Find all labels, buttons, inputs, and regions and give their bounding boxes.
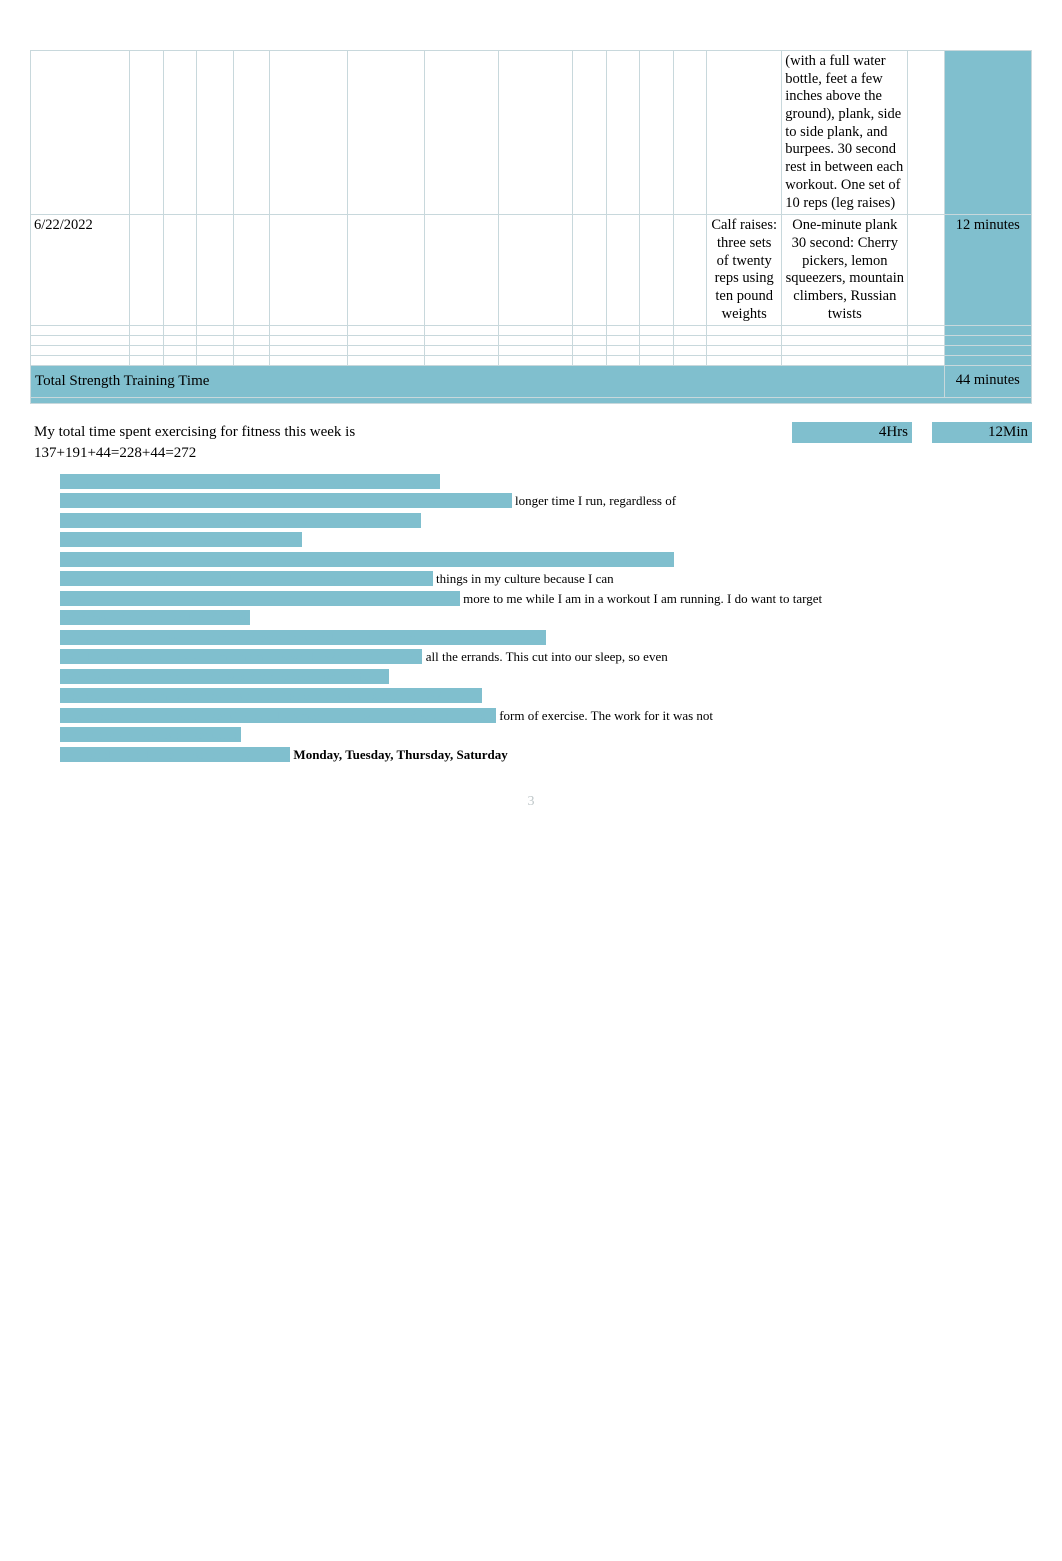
- page-container: (with a full water bottle, feet a few in…: [30, 50, 1032, 810]
- essay-text: how tough it is. I decided to somewhat u…: [60, 513, 421, 528]
- table-row: 6/22/2022 Calf raises: three sets of twe…: [31, 215, 1032, 326]
- essay-text: This week I worked on a schedule which i…: [60, 747, 290, 762]
- cell-strength2-partial: (with a full water bottle, feet a few in…: [782, 51, 908, 215]
- essay-plain: form of exercise. The work for it was no…: [496, 708, 713, 723]
- essay-text: Did you run differently this week? How w…: [60, 474, 440, 489]
- essay-text: I did alter my workouts this week. I dec…: [60, 571, 433, 586]
- summary-calc: 137+191+44=228+44=272: [30, 443, 1032, 464]
- essay-text: I walked multiple places with my mom thi…: [60, 649, 422, 664]
- total-label: Total Strength Training Time: [31, 366, 945, 397]
- essay-plain: all the errands. This cut into our sleep…: [422, 649, 667, 664]
- table-row: [31, 336, 1032, 346]
- summary-label: My total time spent exercising for fitne…: [30, 422, 792, 443]
- page-number: 3: [30, 794, 1032, 810]
- table-row: [31, 326, 1032, 336]
- essay-text: I do already have a habit of working out…: [60, 708, 496, 723]
- total-value: 44 minutes: [944, 366, 1031, 397]
- essay-plain: things in my culture because I can: [433, 571, 614, 586]
- summary-table: My total time spent exercising for fitne…: [30, 422, 1032, 464]
- essay-text: more was healthier for us. This was a re…: [60, 669, 389, 684]
- reflection-essay: Did you run differently this week? How w…: [60, 472, 1002, 765]
- essay-plain: Monday, Tuesday, Thursday, Saturday: [290, 747, 508, 762]
- essay-text: sometimes feel my heart start to pound m…: [60, 591, 460, 606]
- cell-strength1: Calf raises: three sets of twenty reps u…: [707, 215, 782, 326]
- essay-plain: longer time I run, regardless of: [512, 493, 676, 508]
- cell-time: 12 minutes: [944, 215, 1031, 326]
- table-row: [31, 356, 1032, 366]
- summary-hrs: 4Hrs: [792, 422, 912, 443]
- fitness-log-table: (with a full water bottle, feet a few in…: [30, 50, 1032, 404]
- table-row: (with a full water bottle, feet a few in…: [31, 51, 1032, 215]
- essay-text: my arms in the next week of fitness.: [60, 610, 250, 625]
- table-row: [31, 397, 1032, 403]
- essay-text: Do you feel that it maybe becomes a habi…: [60, 688, 482, 703]
- essay-text: Did you do any fitness you greatly enjoy…: [60, 630, 546, 645]
- cell-strength2: One-minute plank 30 second: Cherry picke…: [782, 215, 908, 326]
- total-row: Total Strength Training Time 44 minutes: [31, 366, 1032, 397]
- essay-text: how many miles I ran, I reached twelve m…: [60, 532, 302, 547]
- essay-text: running or doing sets of workouts.: [60, 727, 241, 742]
- summary-min: 12Min: [932, 422, 1032, 443]
- table-row: [31, 346, 1032, 356]
- cell-date: 6/22/2022: [31, 215, 130, 326]
- essay-text: I ran for an hour a night this week. It …: [60, 493, 512, 508]
- essay-plain: more to me while I am in a workout I am …: [460, 591, 822, 606]
- essay-text: Did you get any new exercises this week …: [60, 552, 674, 567]
